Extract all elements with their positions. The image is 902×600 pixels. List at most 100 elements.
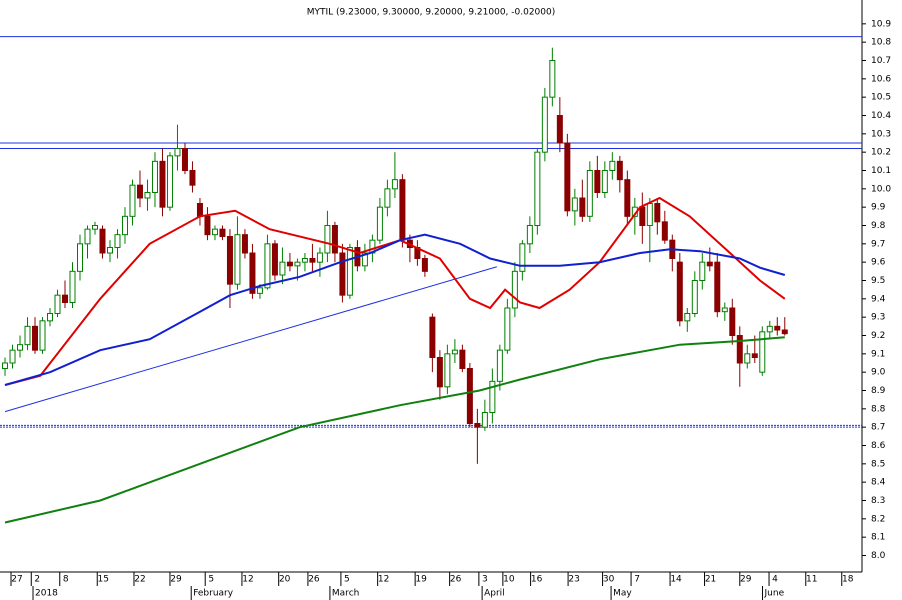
y-tick-label: 8.4 xyxy=(871,478,886,488)
candle-body xyxy=(639,206,646,227)
candle-body xyxy=(489,380,496,414)
period-label: March xyxy=(332,589,359,599)
candle-body xyxy=(376,206,383,241)
candle-body xyxy=(294,261,301,267)
x-tick-label: 2 xyxy=(34,575,40,585)
y-tick-label: 10.7 xyxy=(871,56,891,66)
candle-body xyxy=(421,258,428,272)
candle-body xyxy=(32,325,39,351)
candle-body xyxy=(466,368,473,424)
candle-body xyxy=(62,294,69,303)
candle-body xyxy=(556,115,563,144)
candle-body xyxy=(759,331,766,373)
candle-body xyxy=(616,160,623,181)
candle-body xyxy=(69,270,76,304)
candle-body xyxy=(106,247,113,254)
y-tick-label: 8.7 xyxy=(871,423,885,433)
x-tick-label: 29 xyxy=(170,575,182,585)
candle-body xyxy=(2,362,9,369)
x-tick-label: 14 xyxy=(670,575,682,585)
candle-body xyxy=(249,252,256,294)
candle-body xyxy=(481,412,488,428)
y-tick-label: 9.8 xyxy=(871,221,886,231)
candle-body xyxy=(17,344,24,351)
candle-body xyxy=(391,179,398,190)
x-tick-label: 26 xyxy=(308,575,320,585)
candle-body xyxy=(676,261,683,322)
candle-body xyxy=(496,349,503,382)
candle-body xyxy=(264,243,271,289)
y-tick-label: 10.1 xyxy=(871,166,891,176)
y-tick-label: 9.9 xyxy=(871,203,886,213)
x-tick-label: 7 xyxy=(634,575,640,585)
candle-body xyxy=(226,236,233,285)
candle-body xyxy=(526,225,533,245)
candle-body xyxy=(271,243,278,276)
y-tick-label: 8.3 xyxy=(871,496,885,506)
y-tick-label: 9.4 xyxy=(871,294,886,304)
candle-body xyxy=(691,280,698,314)
candle-body xyxy=(309,258,316,263)
candle-body xyxy=(459,349,466,369)
x-tick-label: 23 xyxy=(568,575,579,585)
candle-body xyxy=(504,307,511,351)
candle-body xyxy=(24,325,31,346)
candle-body xyxy=(234,234,241,285)
candle-body xyxy=(286,261,293,267)
candle-body xyxy=(624,179,631,217)
y-tick-label: 8.9 xyxy=(871,386,886,396)
y-tick-label: 10.8 xyxy=(871,38,891,48)
candle-body xyxy=(751,353,758,359)
candle-body xyxy=(444,353,451,388)
candle-body xyxy=(729,307,736,336)
candle-body xyxy=(736,335,743,364)
candle-body xyxy=(361,252,368,267)
candle-body xyxy=(654,203,661,223)
x-tick-label: 20 xyxy=(279,575,291,585)
period-label: May xyxy=(613,589,632,599)
candle-body xyxy=(781,329,788,335)
candle-body xyxy=(721,307,728,313)
y-tick-label: 10.3 xyxy=(871,129,891,139)
candle-body xyxy=(451,349,458,355)
candle-body xyxy=(331,225,338,254)
period-label: February xyxy=(193,589,234,599)
x-tick-label: 19 xyxy=(415,575,427,585)
candle-body xyxy=(534,151,541,227)
candle-body xyxy=(54,294,61,314)
chart-title: MYTIL (9.23000, 9.30000, 9.20000, 9.2100… xyxy=(307,8,556,18)
candle-body xyxy=(136,184,143,199)
x-tick-label: 27 xyxy=(11,575,22,585)
y-tick-label: 9.7 xyxy=(871,239,885,249)
candle-body xyxy=(324,225,331,254)
candle-body xyxy=(316,252,323,263)
candle-body xyxy=(189,170,196,186)
x-tick-label: 26 xyxy=(450,575,462,585)
x-tick-label: 5 xyxy=(208,575,214,585)
candle-body xyxy=(474,423,481,428)
candle-body xyxy=(9,349,16,364)
candle-body xyxy=(219,228,226,238)
x-tick-label: 12 xyxy=(242,575,253,585)
candle-body xyxy=(301,258,308,263)
candle-body xyxy=(211,228,218,236)
candle-body xyxy=(571,197,578,212)
period-label: June xyxy=(764,589,785,599)
y-tick-label: 8.0 xyxy=(871,551,886,561)
y-tick-label: 8.5 xyxy=(871,459,885,469)
y-tick-label: 8.6 xyxy=(871,441,886,451)
candle-body xyxy=(129,184,136,217)
candle-body xyxy=(196,203,203,217)
y-tick-label: 10.2 xyxy=(871,148,891,158)
candle-body xyxy=(256,287,263,294)
candle-body xyxy=(174,148,181,157)
y-tick-label: 8.2 xyxy=(871,514,885,524)
y-tick-label: 9.6 xyxy=(871,258,886,268)
candle-body xyxy=(384,188,391,208)
candle-body xyxy=(594,170,601,193)
candle-body xyxy=(204,215,211,236)
candle-body xyxy=(564,142,571,212)
y-tick-label: 10.9 xyxy=(871,19,891,29)
x-tick-label: 11 xyxy=(806,575,817,585)
